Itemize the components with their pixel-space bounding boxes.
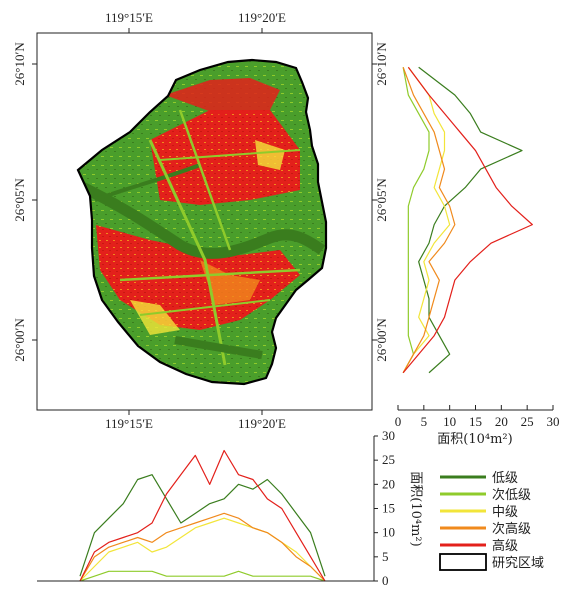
right-line-series-2 <box>402 67 430 374</box>
bottom-y-axis-label: 面积(10⁴m²) <box>408 471 423 546</box>
right-x-tick-label-5: 20 <box>495 414 508 429</box>
right-x-tick-label-2: 5 <box>421 414 428 429</box>
right-x-axis-label: 面积(10⁴m²) <box>437 432 512 447</box>
legend: 低级 次低级 中级 次高级 高级 研究区域 <box>439 471 544 571</box>
bottom-y-tick-label-4: 15 <box>382 501 395 516</box>
legend-label-sub-high: 次高级 <box>492 521 531 537</box>
right-lat-tick-1: 26°10′N <box>374 42 389 86</box>
bottom-y-tick-label-2: 5 <box>382 549 389 564</box>
legend-label-sub-low: 次低级 <box>492 487 531 503</box>
bottom-line-series-1 <box>79 474 326 577</box>
right-x-tick-label-3: 10 <box>443 414 456 429</box>
bottom-y-tick-label-3: 10 <box>382 525 395 540</box>
bottom-y-ticks: 0 5 10 15 20 25 30 <box>374 428 395 588</box>
right-line-series-1 <box>418 66 523 374</box>
right-profile-lines <box>402 66 533 374</box>
left-lat-tick-3: 26°00′N <box>12 318 27 362</box>
bottom-profile-chart: 0 5 10 15 20 25 30 面积(10⁴m²) <box>37 428 423 588</box>
study-area-boundary <box>76 58 328 386</box>
legend-label-low: 低级 <box>492 471 518 486</box>
right-x-ticks: 0 5 10 15 20 25 30 <box>395 405 560 429</box>
right-x-tick-label-6: 25 <box>521 414 534 429</box>
bottom-y-tick-label-1: 0 <box>382 573 389 588</box>
legend-swatch-study-area <box>439 553 487 571</box>
bottom-lon-tick-1: 119°15′E <box>105 416 153 431</box>
bottom-y-tick-label-7: 30 <box>382 428 395 443</box>
bottom-profile-lines <box>79 449 326 582</box>
bottom-lon-tick-2: 119°20′E <box>238 416 286 431</box>
legend-label-mid: 中级 <box>492 505 518 520</box>
left-lat-tick-2: 26°05′N <box>12 178 27 222</box>
right-x-tick-label-1: 0 <box>395 414 402 429</box>
right-profile-chart: 0 5 10 15 20 25 30 面积(10⁴m²) <box>395 66 560 447</box>
right-lat-tick-2: 26°05′N <box>374 178 389 222</box>
right-line-series-3 <box>402 66 451 374</box>
legend-label-high: 高级 <box>492 538 518 554</box>
bottom-y-tick-label-6: 25 <box>382 452 395 467</box>
left-lat-tick-1: 26°10′N <box>12 42 27 86</box>
bottom-y-tick-label-5: 20 <box>382 476 395 491</box>
right-x-tick-label-4: 15 <box>469 414 482 429</box>
bottom-line-series-2 <box>79 570 326 582</box>
top-lon-tick-1: 119°15′E <box>105 10 153 25</box>
right-x-tick-label-7: 30 <box>547 414 560 429</box>
top-lon-tick-2: 119°20′E <box>238 10 286 25</box>
right-line-series-5 <box>402 66 533 374</box>
bottom-line-series-4 <box>79 512 326 582</box>
map-panel: 119°15′E 119°20′E 119°15′E 119°20′E 26°1… <box>12 10 389 431</box>
bottom-line-series-5 <box>79 449 326 582</box>
legend-label-study-area: 研究区域 <box>492 556 544 571</box>
map-tick-marks <box>32 28 377 415</box>
right-lat-tick-3: 26°00′N <box>374 318 389 362</box>
right-line-series-4 <box>402 67 456 374</box>
